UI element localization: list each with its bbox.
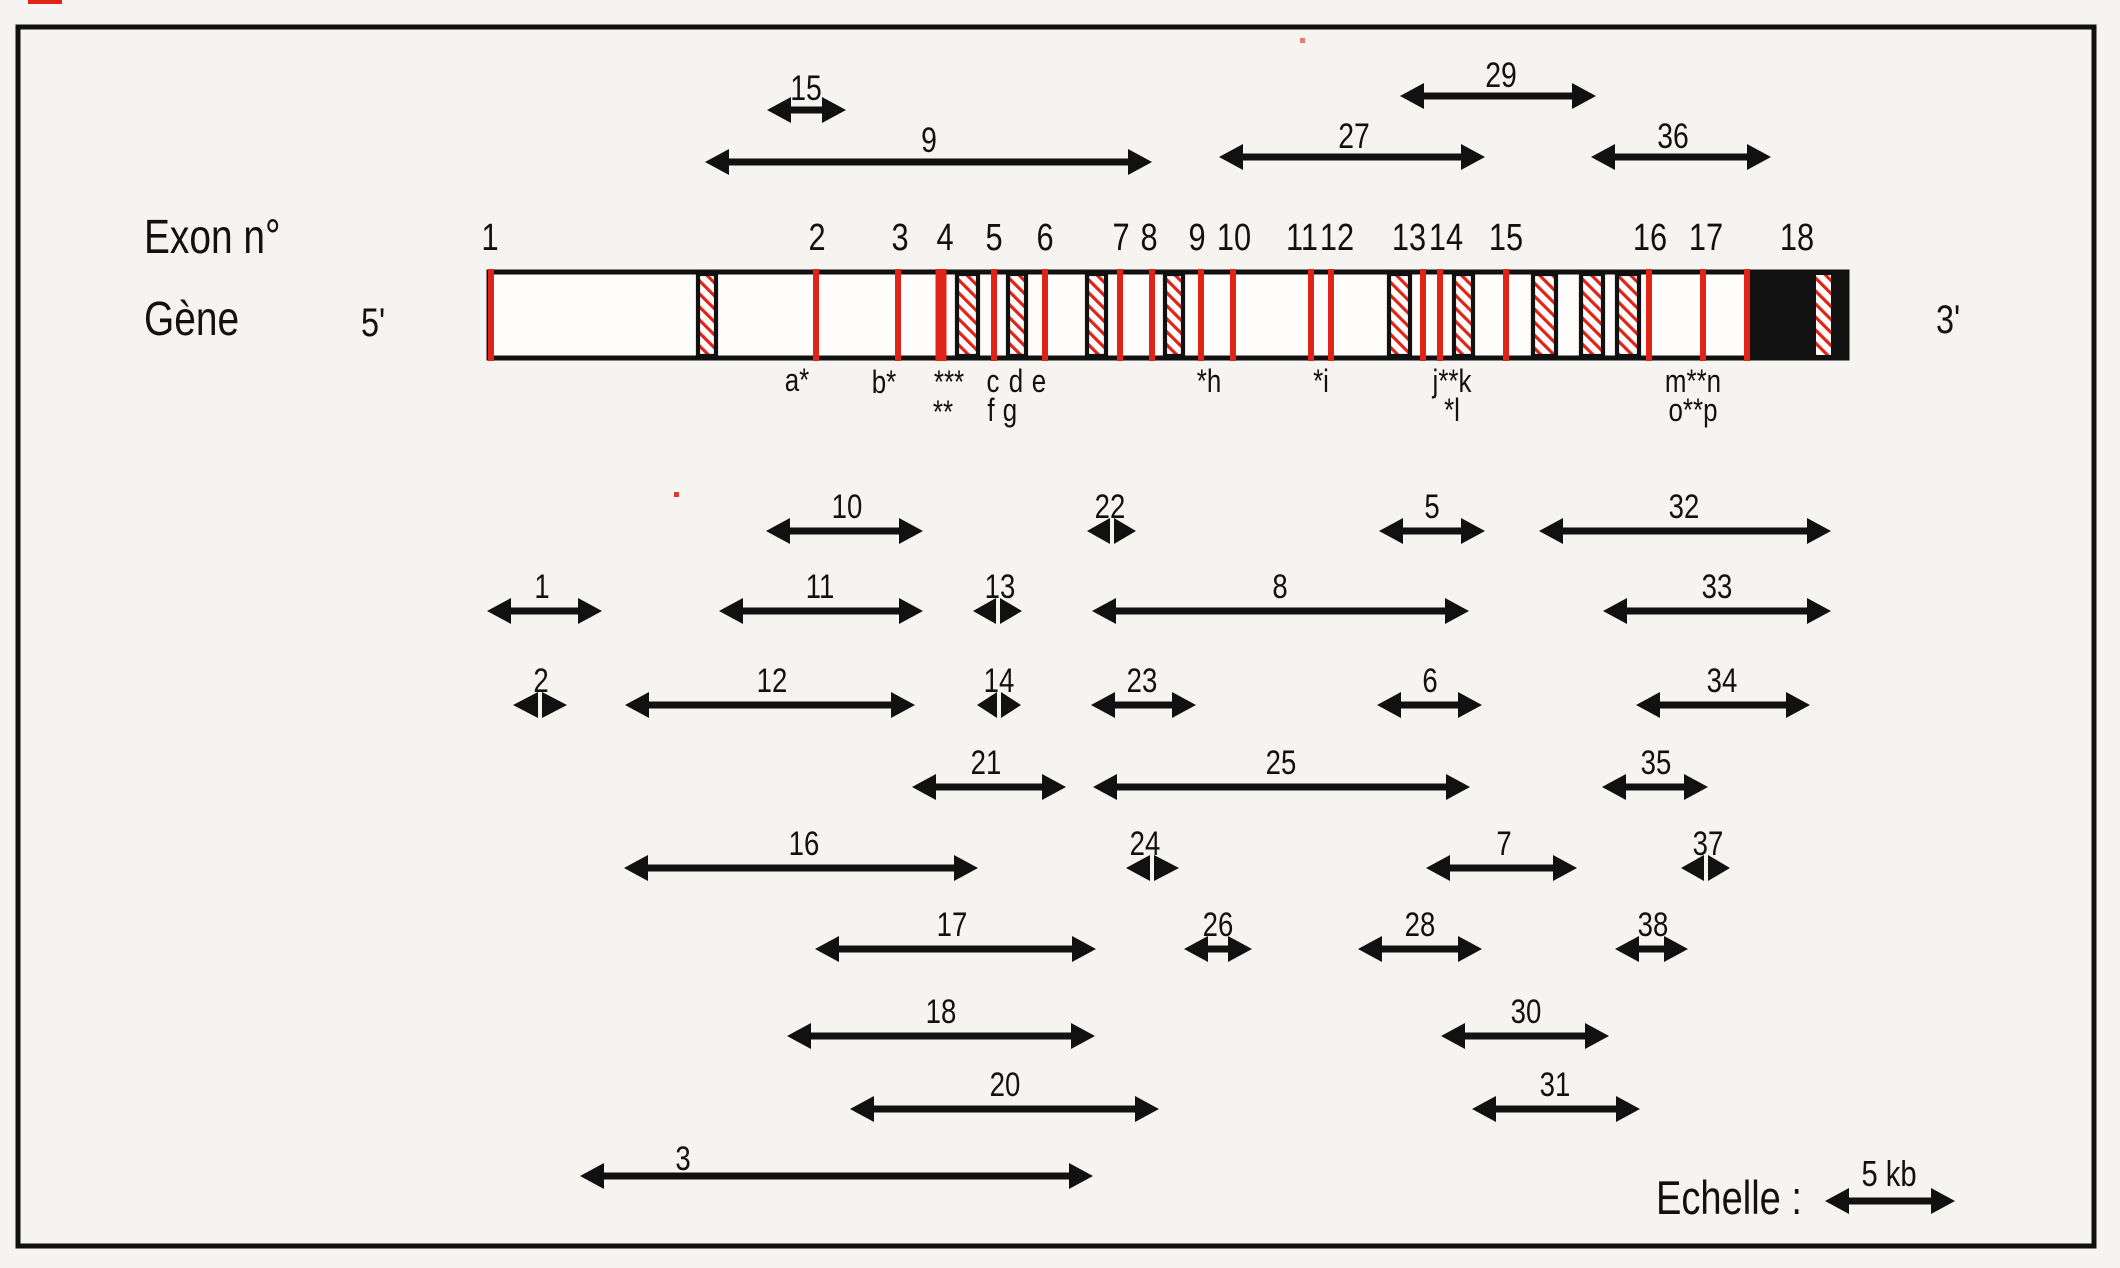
svg-text:17: 17 — [1689, 217, 1723, 259]
svg-text:22: 22 — [1095, 487, 1126, 525]
svg-text:14: 14 — [984, 661, 1015, 699]
svg-text:18: 18 — [1780, 217, 1814, 259]
svg-text:31: 31 — [1540, 1065, 1571, 1103]
svg-text:11: 11 — [806, 567, 835, 605]
svg-text:5 kb: 5 kb — [1861, 1153, 1916, 1194]
svg-text:f: f — [987, 394, 995, 429]
svg-text:16: 16 — [789, 824, 820, 862]
svg-text:j**k: j**k — [1432, 365, 1472, 400]
svg-text:Exon n°: Exon n° — [144, 210, 281, 264]
svg-text:12: 12 — [1320, 217, 1354, 259]
svg-text:3': 3' — [1936, 297, 1960, 342]
svg-text:c: c — [987, 365, 1000, 400]
svg-text:37: 37 — [1693, 824, 1724, 862]
svg-text:10: 10 — [1217, 217, 1251, 259]
svg-text:27: 27 — [1338, 116, 1370, 156]
svg-text:18: 18 — [926, 992, 957, 1030]
svg-text:d: d — [1009, 365, 1023, 400]
svg-text:15: 15 — [1489, 217, 1523, 259]
svg-text:17: 17 — [937, 905, 968, 943]
svg-text:6: 6 — [1422, 661, 1437, 699]
svg-text:*h: *h — [1197, 365, 1222, 400]
svg-text:33: 33 — [1702, 567, 1733, 605]
svg-text:25: 25 — [1266, 743, 1297, 781]
svg-text:2: 2 — [533, 661, 548, 699]
svg-text:*l: *l — [1444, 394, 1460, 429]
svg-text:b*: b* — [872, 366, 897, 401]
svg-text:g: g — [1003, 394, 1017, 429]
svg-text:26: 26 — [1203, 905, 1234, 943]
svg-text:***: *** — [934, 366, 964, 401]
svg-text:o**p: o**p — [1669, 394, 1718, 429]
svg-text:Gène: Gène — [144, 292, 239, 346]
svg-text:8: 8 — [1272, 567, 1287, 605]
svg-text:3: 3 — [891, 217, 908, 259]
svg-text:35: 35 — [1641, 743, 1672, 781]
svg-text:13: 13 — [985, 567, 1016, 605]
svg-text:15: 15 — [790, 68, 822, 108]
svg-text:24: 24 — [1130, 824, 1161, 862]
svg-text:4: 4 — [936, 217, 953, 259]
svg-text:38: 38 — [1638, 905, 1669, 943]
svg-text:**: ** — [933, 396, 953, 431]
svg-text:Echelle :: Echelle : — [1656, 1172, 1802, 1225]
svg-text:13: 13 — [1392, 217, 1426, 259]
svg-text:7: 7 — [1496, 824, 1511, 862]
svg-text:9: 9 — [1188, 217, 1205, 259]
svg-text:34: 34 — [1707, 661, 1738, 699]
svg-text:2: 2 — [808, 217, 825, 259]
svg-text:16: 16 — [1633, 217, 1667, 259]
svg-text:e: e — [1032, 365, 1046, 400]
svg-text:7: 7 — [1112, 217, 1129, 259]
svg-text:14: 14 — [1429, 217, 1463, 259]
svg-text:29: 29 — [1485, 55, 1517, 95]
svg-text:11: 11 — [1286, 217, 1318, 259]
svg-text:5: 5 — [1424, 487, 1439, 525]
svg-text:23: 23 — [1127, 661, 1158, 699]
svg-text:5': 5' — [361, 300, 385, 345]
svg-text:*i: *i — [1313, 365, 1329, 400]
svg-text:a*: a* — [785, 364, 810, 399]
svg-text:36: 36 — [1657, 116, 1689, 156]
svg-text:20: 20 — [990, 1065, 1021, 1103]
svg-text:10: 10 — [832, 487, 863, 525]
svg-text:1: 1 — [534, 567, 549, 605]
svg-text:32: 32 — [1669, 487, 1700, 525]
svg-text:12: 12 — [757, 661, 788, 699]
svg-text:8: 8 — [1140, 217, 1157, 259]
svg-text:1: 1 — [481, 217, 498, 259]
svg-text:6: 6 — [1036, 217, 1053, 259]
svg-text:21: 21 — [971, 743, 1002, 781]
svg-text:9: 9 — [921, 120, 937, 160]
svg-text:30: 30 — [1511, 992, 1542, 1030]
svg-text:3: 3 — [675, 1139, 690, 1177]
svg-text:28: 28 — [1405, 905, 1436, 943]
svg-text:m**n: m**n — [1665, 365, 1721, 400]
svg-text:5: 5 — [985, 217, 1002, 259]
